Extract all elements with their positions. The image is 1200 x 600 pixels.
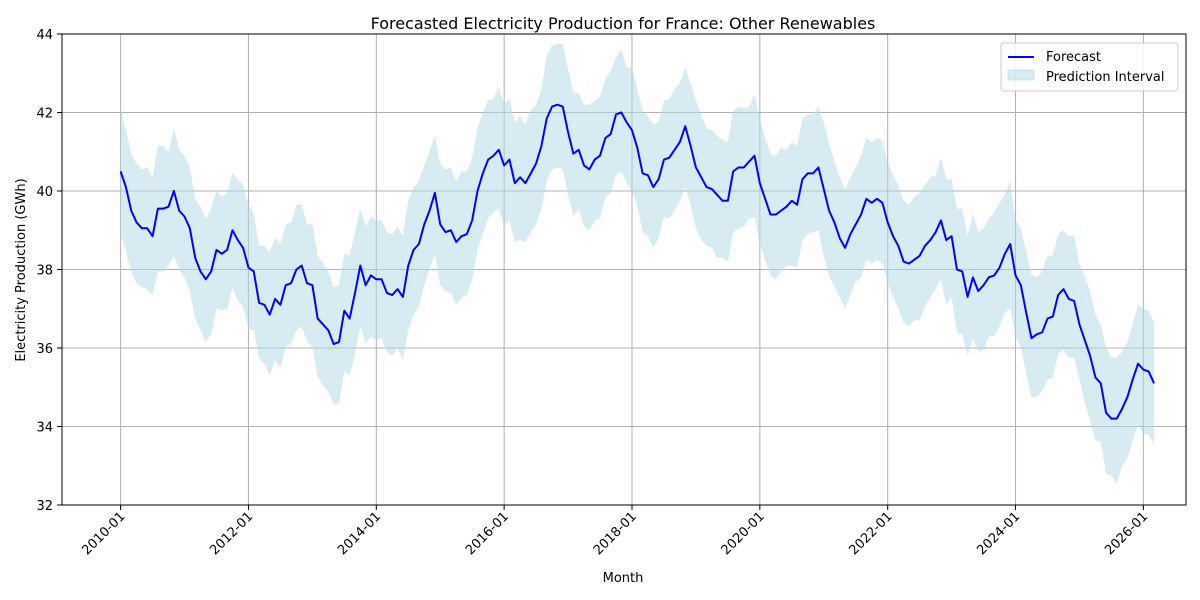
- y-tick-label: 34: [36, 421, 53, 436]
- legend-interval-swatch: [1007, 69, 1035, 81]
- x-axis-title: Month: [603, 571, 644, 586]
- legend-forecast-label: Forecast: [1046, 50, 1101, 65]
- forecast-line-layer: [119, 103, 1155, 420]
- prediction-interval-layer: [120, 43, 1155, 484]
- y-tick-label: 44: [36, 28, 53, 43]
- y-axis-ticks: 32 34 36 38 40 42 44: [36, 28, 62, 514]
- forecast-line: [119, 103, 1155, 420]
- y-tick-label: 40: [36, 185, 53, 200]
- y-tick-label: 36: [36, 342, 53, 357]
- y-tick-label: 42: [36, 107, 53, 122]
- y-tick-label: 32: [36, 499, 53, 514]
- legend: Forecast Prediction Interval: [1000, 42, 1179, 92]
- y-tick-label: 38: [36, 264, 53, 279]
- prediction-interval-area: [120, 43, 1155, 484]
- legend-interval-label: Prediction Interval: [1046, 70, 1165, 85]
- chart-title: Forecasted Electricity Production for Fr…: [371, 14, 876, 33]
- legend-box: [1000, 42, 1179, 92]
- y-axis-title: Electricity Production (GWh): [14, 178, 29, 361]
